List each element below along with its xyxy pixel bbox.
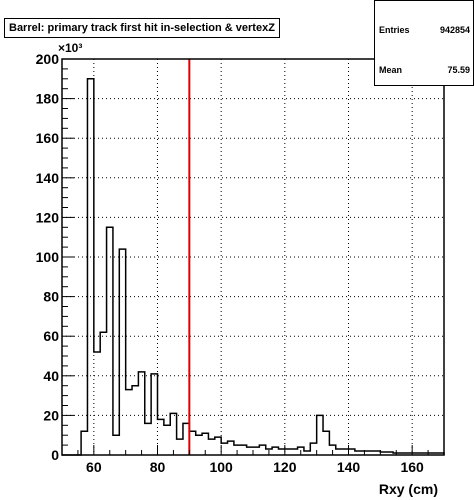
stats-mean-value: 75.59 — [447, 65, 470, 75]
y-tick-label: 60 — [43, 328, 59, 344]
axis-ticks: 60 80 100 120 140 160 0 20 40 60 80 100 120 140 160 180… — [36, 51, 445, 475]
y-tick-label: 140 — [36, 170, 60, 186]
stats-mean-label: Mean — [379, 65, 403, 75]
y-tick-label: 0 — [51, 447, 59, 463]
x-tick-label: 160 — [400, 459, 424, 475]
y-tick-label: 200 — [36, 51, 60, 67]
x-tick-label: 60 — [86, 459, 102, 475]
x-axis-label: Rxy (cm) — [379, 481, 438, 497]
y-tick-label: 160 — [36, 130, 60, 146]
histogram-line — [62, 78, 445, 456]
stats-mean-row: Mean 75.59 — [379, 65, 470, 75]
y-tick-label: 180 — [36, 91, 60, 107]
stats-entries-value: 942854 — [439, 25, 470, 35]
chart-title: Barrel: primary track first hit in-selec… — [4, 18, 280, 38]
stats-box: Entries 942854 Mean 75.59 — [374, 0, 474, 86]
y-tick-label: 80 — [43, 289, 59, 305]
y-axis-exponent: ×10³ — [58, 41, 82, 55]
y-tick-label: 120 — [36, 209, 60, 225]
stats-entries-row: Entries 942854 — [379, 25, 470, 35]
stats-entries-label: Entries — [379, 25, 410, 35]
y-tick-label: 100 — [36, 249, 60, 265]
x-tick-label: 120 — [273, 459, 297, 475]
x-tick-label: 140 — [337, 459, 361, 475]
x-tick-label: 80 — [150, 459, 166, 475]
y-tick-label: 40 — [43, 368, 59, 384]
x-tick-label: 100 — [209, 459, 233, 475]
histogram-series — [62, 59, 445, 456]
y-tick-label: 20 — [43, 407, 59, 423]
